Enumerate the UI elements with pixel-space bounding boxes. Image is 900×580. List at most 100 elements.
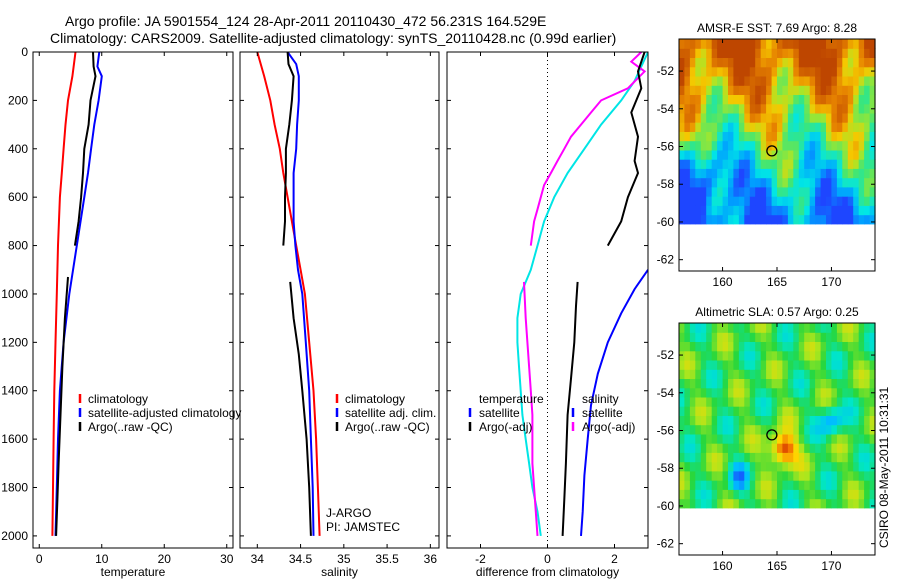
heatmap-cell	[744, 140, 751, 151]
heatmap-cell	[820, 159, 827, 169]
heatmap-cell	[831, 94, 838, 105]
heatmap-cell	[679, 168, 685, 179]
heatmap-cell	[689, 66, 696, 77]
heatmap-cell	[744, 131, 751, 142]
heatmap-cell	[728, 498, 734, 509]
heatmap-cell	[842, 452, 849, 463]
y-tick-label: 2000	[1, 529, 28, 543]
heatmap-cell	[809, 57, 816, 68]
heatmap-cell	[706, 332, 713, 342]
heatmap-cell	[760, 387, 767, 398]
heatmap-cell	[793, 168, 800, 179]
heatmap-cell	[853, 131, 860, 142]
heatmap-cell	[755, 350, 762, 361]
heatmap-cell	[826, 443, 832, 453]
heatmap-cell	[847, 205, 854, 216]
heatmap-cell	[809, 186, 816, 197]
heatmap-cell	[728, 323, 734, 333]
x-tick-label: 170	[821, 275, 841, 289]
heatmap-cell	[842, 196, 849, 206]
heatmap-cell	[787, 396, 794, 407]
heatmap-cell	[711, 387, 718, 398]
heatmap-cell	[695, 489, 702, 500]
heatmap-cell	[787, 159, 794, 169]
heatmap-cell	[809, 406, 816, 416]
heatmap-cell	[836, 205, 843, 216]
heatmap-cell	[869, 350, 876, 361]
heatmap-cell	[793, 406, 800, 416]
heatmap-cell	[798, 48, 805, 58]
heatmap-cell	[771, 470, 778, 481]
heatmap-cell	[858, 415, 865, 426]
heatmap-cell	[679, 433, 685, 444]
heatmap-cell	[787, 66, 794, 77]
heatmap-cell	[711, 177, 718, 188]
heatmap-cell	[706, 205, 713, 216]
heatmap-cell	[706, 168, 713, 179]
heatmap-cell	[815, 39, 822, 49]
heatmap-cell	[760, 39, 767, 49]
heatmap-cell	[809, 387, 816, 398]
heatmap-cell	[777, 406, 783, 416]
heatmap-cell	[853, 168, 860, 179]
heatmap-cell	[782, 39, 789, 49]
heatmap-cell	[798, 186, 805, 197]
heatmap-cell	[700, 149, 707, 160]
heatmap-cell	[706, 57, 713, 68]
heatmap-cell	[695, 149, 702, 160]
heatmap-cell	[826, 360, 832, 370]
heatmap-cell	[771, 369, 778, 379]
heatmap-cell	[728, 350, 734, 361]
heatmap-cell	[711, 378, 718, 389]
heatmap-cell	[771, 112, 778, 123]
heatmap-cell	[728, 140, 734, 151]
heatmap-cell	[755, 332, 762, 342]
heatmap-cell	[749, 57, 756, 68]
heatmap-cell	[787, 186, 794, 197]
heatmap-cell	[842, 39, 849, 49]
heatmap-cell	[689, 452, 696, 463]
heatmap-cell	[826, 112, 832, 123]
heatmap-cell	[826, 85, 832, 95]
heatmap-cell	[728, 177, 734, 188]
heatmap-cell	[766, 94, 773, 105]
heatmap-cell	[831, 112, 838, 123]
heatmap-cell	[787, 341, 794, 352]
heatmap-cell	[771, 159, 778, 169]
heatmap-cell	[847, 415, 854, 426]
heatmap-cell	[700, 39, 707, 49]
heatmap-cell	[679, 350, 685, 361]
heatmap-cell	[777, 57, 783, 68]
heatmap-cell	[728, 433, 734, 444]
heatmap-cell	[782, 205, 789, 216]
heatmap-cell	[744, 433, 751, 444]
heatmap-cell	[869, 341, 876, 352]
heatmap-cell	[826, 186, 832, 197]
x-tick-label: 160	[713, 559, 733, 573]
heatmap-cell	[749, 498, 756, 509]
temperature-series-satellite-adjusted-climatology	[54, 52, 103, 536]
heatmap-cell	[700, 94, 707, 105]
heatmap-cell	[766, 424, 773, 435]
heatmap-cell	[755, 177, 762, 188]
heatmap-cell	[820, 131, 827, 142]
heatmap-cell	[744, 149, 751, 160]
heatmap-cell	[711, 76, 718, 86]
heatmap-cell	[700, 177, 707, 188]
heatmap-cell	[831, 39, 838, 49]
heatmap-cell	[766, 48, 773, 58]
heatmap-cell	[853, 122, 860, 132]
heatmap-cell	[787, 94, 794, 105]
heatmap-cell	[706, 461, 713, 472]
heatmap-cell	[706, 214, 713, 225]
heatmap-cell	[809, 205, 816, 216]
heatmap-cell	[842, 76, 849, 86]
salinity-series-argo-raw-qc-	[282, 52, 295, 246]
heatmap-cell	[679, 205, 685, 216]
heatmap-cell	[787, 131, 794, 142]
heatmap-cell	[700, 332, 707, 342]
heatmap-cell	[679, 85, 685, 95]
heatmap-cell	[826, 214, 832, 225]
heatmap-cell	[744, 378, 751, 389]
heatmap-cell	[722, 470, 729, 481]
